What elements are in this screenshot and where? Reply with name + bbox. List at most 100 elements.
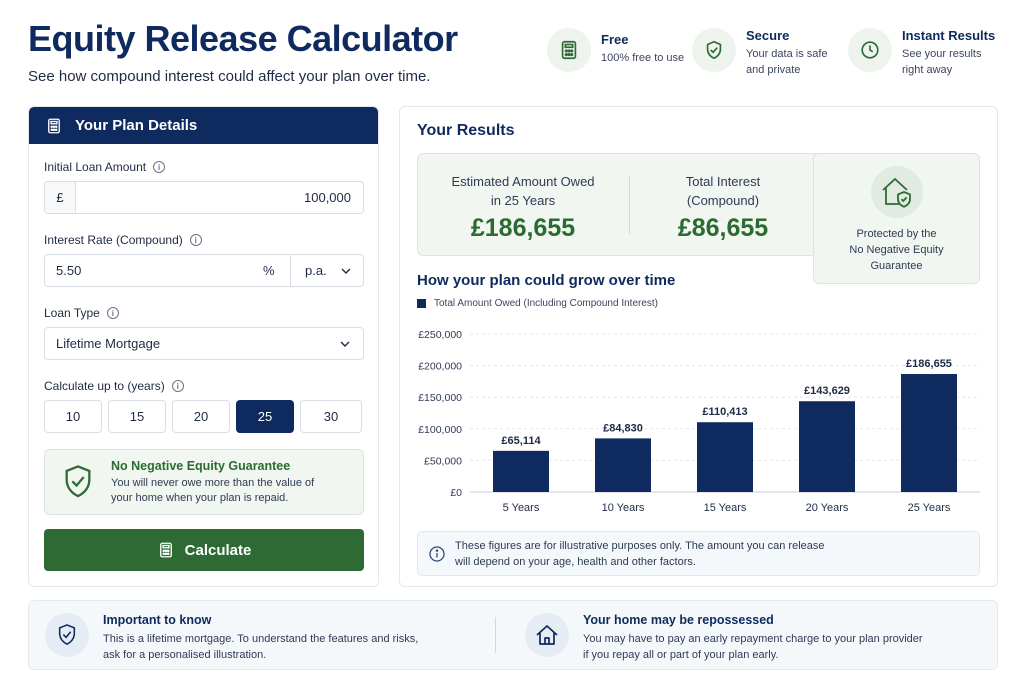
- chart-legend: Total Amount Owed (Including Compound In…: [417, 298, 658, 309]
- bar-value-label: £84,830: [603, 422, 643, 434]
- page-subtitle: See how compound interest could affect y…: [28, 68, 431, 85]
- home-icon: [525, 613, 569, 657]
- loan-type-select[interactable]: Lifetime Mortgage: [44, 327, 364, 360]
- feature-title: Secure: [746, 28, 790, 43]
- important-info: Important to know This is a lifetime mor…: [45, 613, 418, 663]
- calculator-icon: [48, 118, 60, 133]
- results-summary: Estimated Amount Owed in 25 Years £186,6…: [417, 153, 980, 256]
- protection-text: Protected by the No Negative Equity Guar…: [849, 228, 944, 272]
- guarantee-text: You will never owe more than the value o…: [111, 476, 315, 504]
- chart-bar: [901, 374, 957, 492]
- loan-type-value: Lifetime Mortgage: [56, 336, 161, 351]
- x-tick-label: 25 Years: [908, 502, 951, 514]
- rate-period-select[interactable]: p.a.: [291, 255, 363, 286]
- loan-amount-value[interactable]: 100,000: [304, 190, 351, 205]
- legend-label: Total Amount Owed (Including Compound In…: [434, 298, 659, 309]
- chart-bar: [799, 401, 855, 492]
- calculator-icon: [159, 542, 172, 558]
- calculator-icon: [547, 28, 591, 72]
- x-tick-label: 20 Years: [806, 502, 849, 514]
- guarantee-box: No Negative Equity Guarantee You will ne…: [44, 449, 364, 515]
- x-tick-label: 10 Years: [602, 502, 645, 514]
- chevron-down-icon: [341, 268, 351, 274]
- feature-secure: Secure Your data is safe and private: [692, 28, 828, 78]
- feature-free: Free 100% free to use: [547, 28, 684, 72]
- amount-owed-label: Estimated Amount Owed in 25 Years: [451, 174, 595, 208]
- year-option-20[interactable]: 20: [172, 400, 230, 433]
- home-shield-icon: [881, 178, 911, 208]
- results-panel: Your Results Estimated Amount Owed in 25…: [399, 106, 998, 587]
- years-selector: 10 15 20 25 30: [44, 400, 362, 433]
- year-option-30[interactable]: 30: [300, 400, 362, 433]
- x-tick-label: 5 Years: [503, 502, 540, 514]
- guarantee-title: No Negative Equity Guarantee: [111, 458, 291, 473]
- shield-check-icon: [692, 28, 736, 72]
- important-text: This is a lifetime mortgage. To understa…: [103, 633, 419, 661]
- x-tick-label: 15 Years: [704, 502, 747, 514]
- disclaimer-note: These figures are for illustrative purpo…: [417, 531, 980, 576]
- feature-title: Free: [601, 32, 629, 47]
- protection-badge: Protected by the No Negative Equity Guar…: [813, 153, 980, 284]
- feature-title: Instant Results: [902, 28, 996, 43]
- y-tick-label: £150,000: [418, 392, 462, 404]
- chart-title: How your plan could grow over time: [417, 272, 676, 289]
- calculate-button[interactable]: Calculate: [44, 529, 364, 571]
- total-interest-label: Total Interest (Compound): [685, 174, 761, 208]
- year-option-10[interactable]: 10: [44, 400, 102, 433]
- disclaimer-text: These figures are for illustrative purpo…: [455, 539, 825, 568]
- feature-instant: Instant Results See your results right a…: [848, 28, 995, 78]
- total-interest-value: £86,655: [677, 214, 769, 242]
- chevron-down-icon: [340, 341, 350, 347]
- repossession-text: You may have to pay an early repayment c…: [583, 633, 923, 661]
- y-tick-label: £250,000: [418, 329, 462, 341]
- currency-prefix: £: [45, 182, 76, 213]
- interest-rate-label: Interest Rate (Compound) i: [44, 233, 202, 247]
- loan-amount-label: Initial Loan Amount i: [44, 160, 166, 174]
- growth-chart: £0 £50,000 £100,000 £150,000 £200,000 £250,00…: [418, 329, 980, 514]
- y-tick-label: £0: [450, 487, 462, 499]
- bar-value-label: £110,413: [702, 406, 747, 418]
- chart-bar: [493, 450, 549, 492]
- chart-bar: [595, 438, 651, 492]
- info-icon[interactable]: i: [106, 307, 119, 319]
- interest-rate-value[interactable]: 5.50: [56, 263, 82, 278]
- plan-details-header: Your Plan Details: [29, 107, 378, 144]
- year-option-25[interactable]: 25: [236, 400, 294, 433]
- total-interest-summary: Total Interest (Compound) £86,655: [643, 172, 803, 243]
- bottom-info-panel: Important to know This is a lifetime mor…: [28, 600, 998, 670]
- info-icon[interactable]: i: [171, 380, 184, 392]
- feature-desc: Your data is safe and private: [746, 48, 828, 76]
- y-tick-label: £200,000: [418, 361, 462, 373]
- bar-value-label: £143,629: [804, 385, 850, 397]
- shield-check-icon: [65, 465, 91, 498]
- chart-bar: [697, 422, 753, 492]
- years-label: Calculate up to (years) i: [44, 379, 184, 393]
- important-title: Important to know: [103, 613, 212, 627]
- loan-amount-input[interactable]: £ 100,000: [44, 181, 364, 214]
- legend-swatch: [417, 299, 426, 308]
- info-icon[interactable]: i: [153, 161, 166, 173]
- shield-check-icon: [45, 613, 89, 657]
- y-tick-label: £50,000: [424, 455, 462, 467]
- interest-rate-input[interactable]: 5.50 % p.a.: [44, 254, 364, 287]
- amount-owed-value: £186,655: [470, 214, 576, 242]
- y-tick-label: £100,000: [418, 424, 462, 436]
- feature-desc: See your results right away: [902, 48, 982, 76]
- amount-owed-summary: Estimated Amount Owed in 25 Years £186,6…: [438, 172, 608, 243]
- plan-details-panel: Your Plan Details Initial Loan Amount i £…: [28, 106, 379, 587]
- percent-unit: %: [263, 255, 291, 286]
- year-option-15[interactable]: 15: [108, 400, 166, 433]
- bar-value-label: £65,114: [501, 435, 541, 447]
- info-icon[interactable]: i: [189, 234, 202, 246]
- plan-details-title: Your Plan Details: [75, 117, 198, 134]
- page-title: Equity Release Calculator: [28, 18, 458, 59]
- clock-icon: [848, 28, 892, 72]
- repossession-warning: Your home may be repossessed You may hav…: [525, 613, 923, 663]
- info-icon: [429, 545, 445, 562]
- bar-value-label: £186,655: [906, 358, 952, 370]
- calculate-label: Calculate: [184, 541, 252, 559]
- feature-desc: 100% free to use: [601, 52, 685, 64]
- results-title: Your Results: [417, 122, 515, 139]
- repossession-title: Your home may be repossessed: [583, 613, 774, 627]
- loan-type-label: Loan Type i: [44, 306, 119, 320]
